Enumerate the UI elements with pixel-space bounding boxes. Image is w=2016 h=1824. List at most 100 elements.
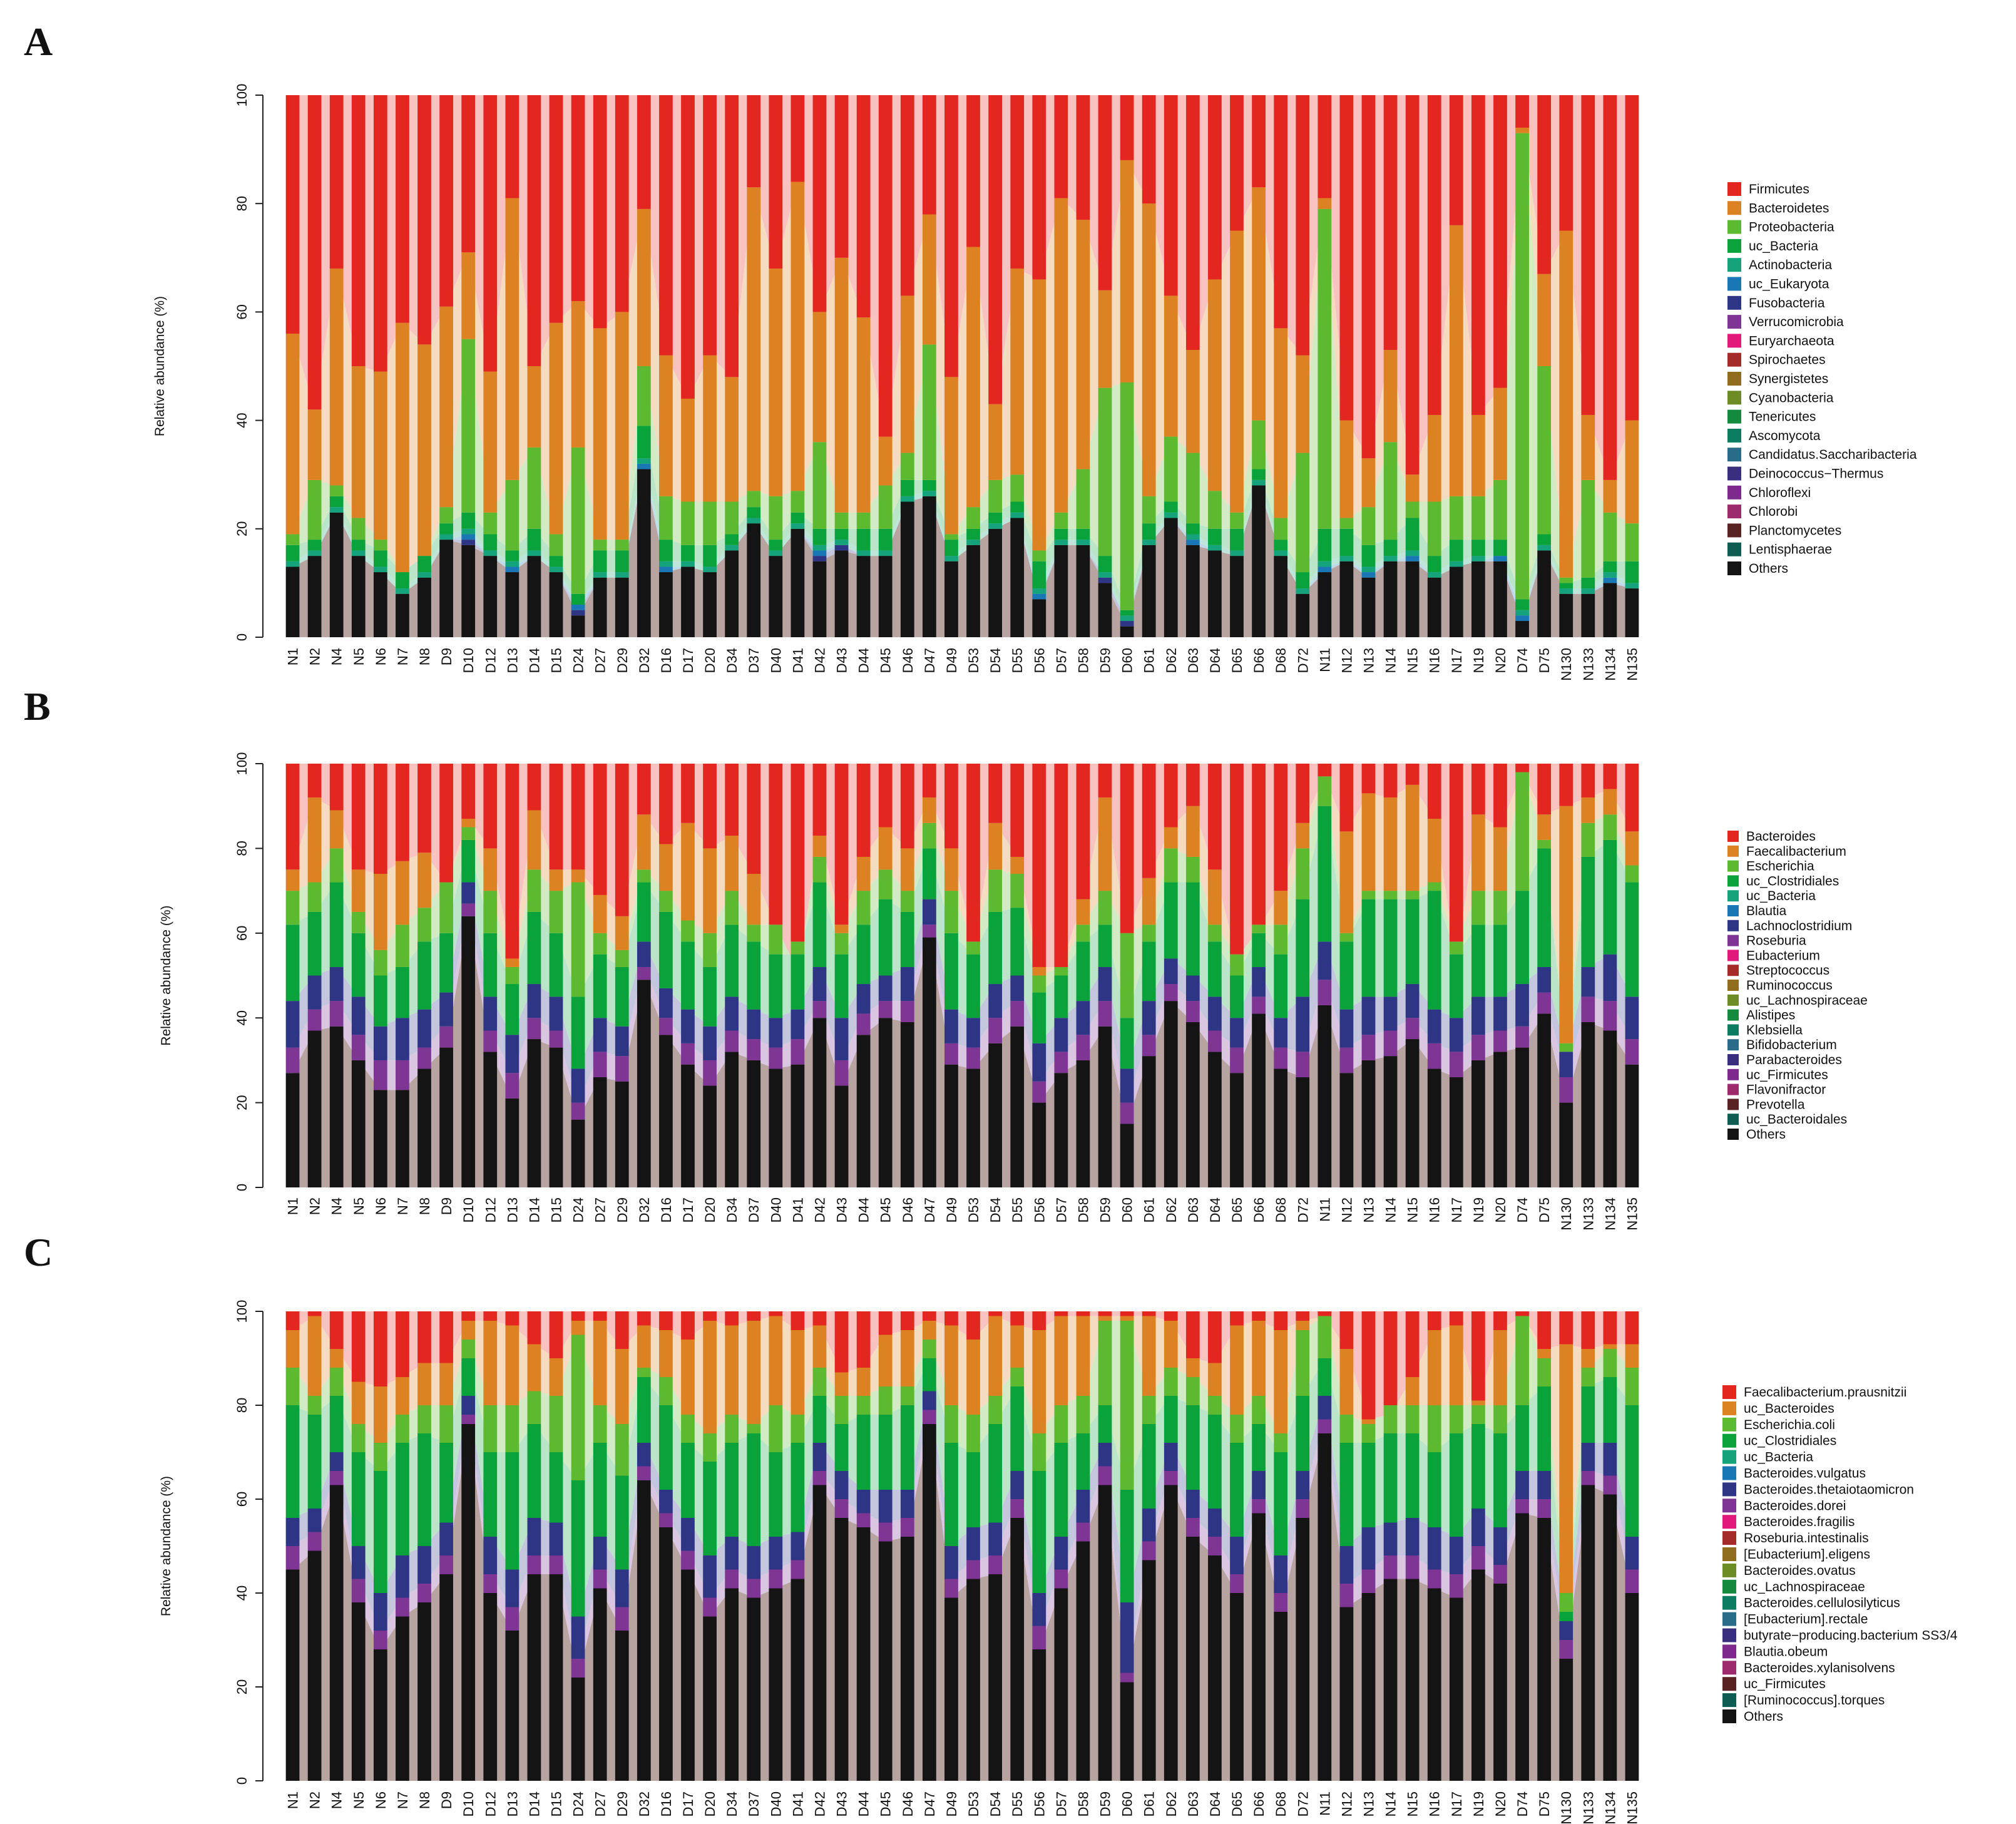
bar-segment-D24: [571, 1102, 585, 1120]
bar-segment-D15: [549, 869, 563, 891]
bar-segment-N11: [1318, 1311, 1332, 1316]
bar-segment-D75: [1537, 1013, 1552, 1187]
bar-segment-N130: [1559, 577, 1573, 583]
x-tick-label: N2: [307, 1791, 323, 1809]
bar-segment-D27: [593, 1537, 607, 1570]
bar-segment-D68: [1274, 556, 1288, 637]
bar-segment-N6: [373, 566, 387, 573]
bar-segment-D49: [944, 764, 958, 849]
x-tick-label: N1: [285, 648, 301, 665]
x-tick-label: N4: [329, 1791, 345, 1809]
bar-segment-D34: [725, 501, 739, 535]
bar-segment-D66: [1252, 1424, 1266, 1471]
bar-segment-N130: [1559, 1659, 1573, 1781]
bar-segment-D41: [791, 1311, 805, 1330]
bar-segment-N16: [1427, 1588, 1441, 1781]
bar-segment-D55: [1010, 1311, 1025, 1326]
bar-segment-D62: [1164, 1321, 1178, 1368]
bar-segment-N16: [1427, 556, 1441, 573]
bar-segment-D16: [659, 1377, 673, 1405]
bar-segment-D24: [571, 1616, 585, 1659]
bar-segment-N6: [373, 572, 387, 637]
bar-segment-D45: [878, 764, 893, 827]
x-tick-label: D41: [790, 1197, 806, 1222]
bar-segment-D10: [461, 819, 476, 827]
bar-segment-D32: [637, 966, 651, 980]
bar-segment-N6: [373, 1649, 387, 1781]
bar-segment-D32: [637, 764, 651, 815]
bar-segment-D68: [1274, 1593, 1288, 1612]
bar-segment-N135: [1625, 1368, 1639, 1405]
legend-label: uc_Firmicutes: [1744, 1677, 1826, 1691]
bar-segment-D44: [856, 891, 871, 925]
bar-segment-N17: [1449, 225, 1463, 496]
bar-segment-D45: [878, 899, 893, 976]
bar-segment-D46: [900, 1518, 914, 1537]
bar-segment-D59: [1098, 1026, 1112, 1187]
bar-segment-D17: [681, 1550, 695, 1570]
bar-segment-D42: [812, 1311, 827, 1326]
bar-segment-N1: [285, 334, 300, 535]
x-tick-label: D37: [746, 648, 762, 673]
bar-segment-N5: [351, 997, 366, 1035]
bar-segment-N135: [1625, 764, 1639, 832]
bar-segment-N16: [1427, 572, 1441, 578]
bar-segment-D9: [439, 1311, 453, 1363]
bar-segment-D34: [725, 545, 739, 551]
y-tick-label: 60: [234, 926, 250, 941]
bar-segment-D46: [900, 95, 914, 296]
bar-segment-D72: [1296, 1311, 1310, 1321]
bar-segment-D24: [571, 1659, 585, 1678]
bar-segment-D59: [1098, 797, 1112, 891]
bar-segment-D37: [747, 1311, 761, 1321]
bar-segment-D10: [461, 1340, 476, 1358]
bar-segment-D47: [923, 1311, 936, 1321]
bar-segment-D32: [637, 469, 651, 637]
bar-segment-N17: [1449, 1311, 1463, 1326]
x-tick-label: D75: [1537, 648, 1552, 673]
bar-segment-D12: [483, 1574, 498, 1593]
bar-segment-D43: [834, 764, 849, 925]
x-tick-label: N133: [1580, 648, 1596, 681]
bar-segment-N134: [1603, 1311, 1617, 1345]
bar-segment-D13: [505, 1607, 519, 1631]
x-tick-label: N15: [1405, 1791, 1421, 1816]
x-tick-label: D9: [439, 648, 454, 665]
bar-segment-N19: [1471, 496, 1485, 540]
bar-segment-D29: [615, 1349, 629, 1424]
bar-segment-D66: [1252, 479, 1266, 486]
bar-segment-D49: [944, 1546, 958, 1579]
bar-segment-N16: [1427, 95, 1441, 415]
bar-segment-D45: [878, 975, 893, 1002]
bar-segment-N16: [1427, 764, 1441, 819]
bar-segment-D63: [1185, 1537, 1200, 1781]
bar-segment-D24: [571, 764, 585, 870]
bar-segment-D40: [769, 1452, 783, 1537]
bar-segment-D68: [1274, 1612, 1288, 1781]
bar-segment-N13: [1361, 1569, 1376, 1593]
bar-segment-D32: [637, 980, 651, 1187]
bar-segment-D61: [1142, 878, 1156, 925]
x-tick-label: D72: [1295, 1197, 1311, 1222]
bar-segment-D10: [461, 540, 476, 545]
bar-segment-D63: [1185, 1022, 1200, 1187]
y-tick-label: 40: [234, 1010, 250, 1025]
bar-segment-D57: [1054, 764, 1068, 967]
legend-swatch: [1722, 1401, 1736, 1415]
x-tick-label: N7: [395, 1791, 411, 1809]
bar-segment-D16: [659, 1527, 673, 1781]
bar-segment-D66: [1252, 187, 1266, 421]
bar-segment-D44: [856, 528, 871, 551]
bar-segment-D13: [505, 966, 519, 985]
bar-segment-D15: [549, 1574, 563, 1781]
bar-segment-D17: [681, 398, 695, 502]
bar-segment-D13: [505, 1452, 519, 1570]
bar-segment-D57: [1054, 1052, 1068, 1073]
x-tick-label: N2: [307, 648, 323, 665]
bar-segment-D61: [1142, 1560, 1156, 1781]
bar-segment-D32: [637, 1311, 651, 1326]
bar-segment-D37: [747, 523, 761, 637]
legend-swatch: [1727, 1114, 1739, 1125]
bar-segment-D45: [878, 1386, 893, 1415]
bar-segment-D65: [1230, 1047, 1244, 1073]
